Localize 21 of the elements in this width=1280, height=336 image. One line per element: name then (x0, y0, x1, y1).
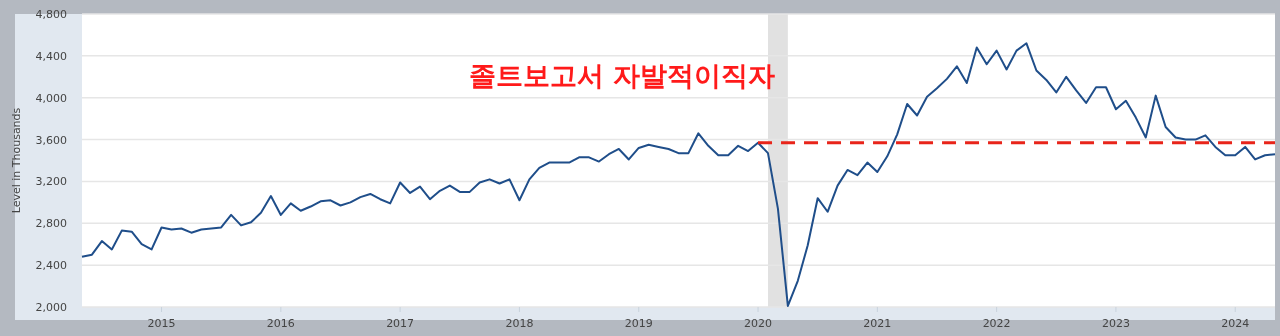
y-tick-label: 2,000 (35, 301, 67, 314)
y-tick-label: 2,800 (35, 217, 67, 231)
x-tick-label: 2016 (266, 317, 295, 330)
x-tick-label: 2019 (624, 317, 653, 330)
y-tick-label: 3,200 (35, 175, 67, 189)
line-series (81, 42, 1276, 307)
x-tick-label: 2023 (1101, 317, 1130, 330)
y-tick-label: 3,600 (35, 133, 67, 147)
x-tick-label: 2022 (982, 317, 1011, 330)
x-tick-label: 2021 (863, 317, 892, 330)
y-tick-label: 4,800 (35, 8, 67, 21)
y-tick-label: 4,000 (35, 91, 67, 105)
x-tick-label: 2020 (744, 317, 773, 330)
x-tick-label: 2024 (1221, 317, 1250, 330)
y-tick-label: 4,400 (35, 49, 67, 63)
x-tick-label: 2017 (386, 317, 415, 330)
x-tick-label: 2015 (147, 317, 176, 330)
x-tick-label: 2018 (505, 317, 534, 330)
y-axis-title: Level in Thousands (10, 107, 23, 214)
annotation: 졸트보고서 자발적이직자 (468, 60, 776, 91)
y-tick-label: 2,400 (35, 259, 67, 273)
